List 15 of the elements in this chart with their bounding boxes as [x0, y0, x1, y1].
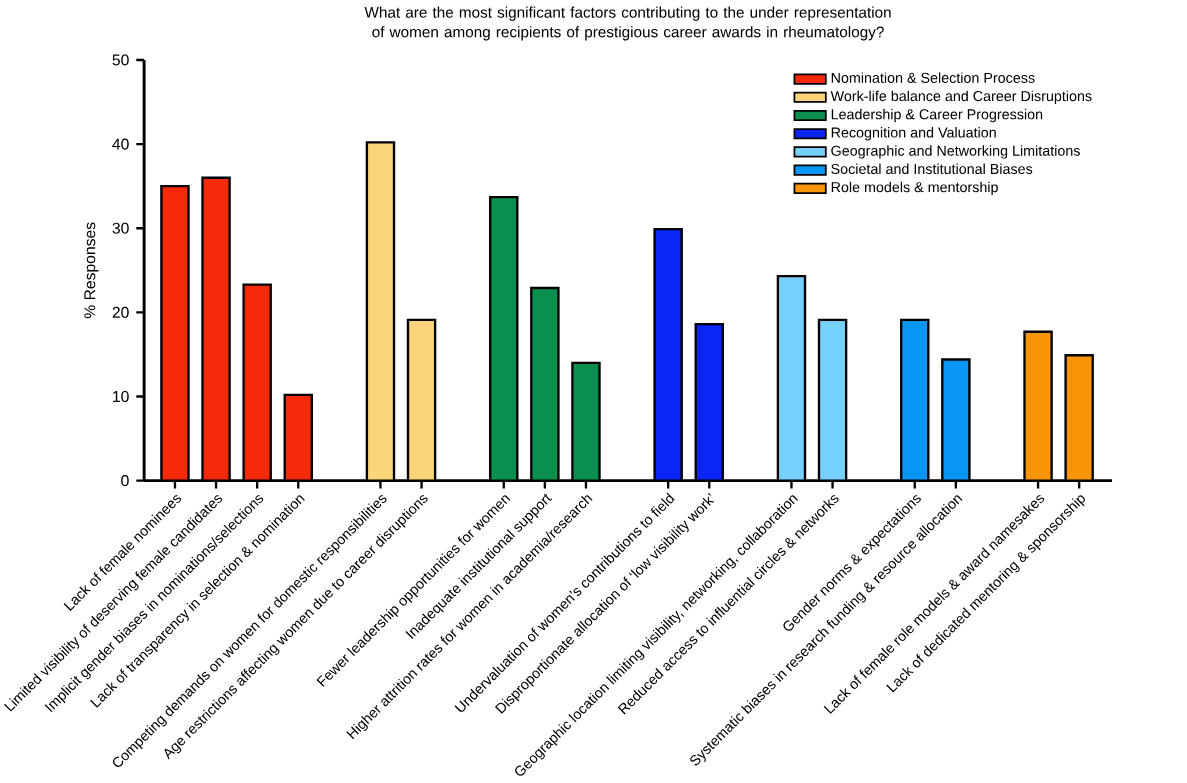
y-tick-label: 10	[113, 390, 129, 403]
y-tick-label: 40	[112, 138, 129, 150]
legend-label: Nomination & Selection Process	[831, 72, 1035, 83]
legend-label: Geographic and Networking Limitations	[831, 145, 1080, 159]
legend-label: Recognition and Valuation	[831, 127, 996, 141]
legend-label: Work-life balance and Career Disruptions	[830, 90, 1092, 104]
legend-label: Leadership & Career Progression	[831, 108, 1043, 123]
y-axis-title: % Responses	[84, 222, 99, 319]
y-tick-label: 50	[112, 54, 129, 66]
legend-label: Role models & mentorship	[831, 181, 998, 196]
y-tick-label: 0	[121, 475, 129, 487]
y-tick-label: 30	[112, 222, 129, 234]
y-tick-label: 20	[112, 306, 129, 318]
legend-label: Societal and Institutional Biases	[831, 163, 1033, 175]
chart-title: What are the most significant factors contributing to the under representation of women among recipients of prestigious career awards in rheumatology?	[364, 6, 891, 41]
